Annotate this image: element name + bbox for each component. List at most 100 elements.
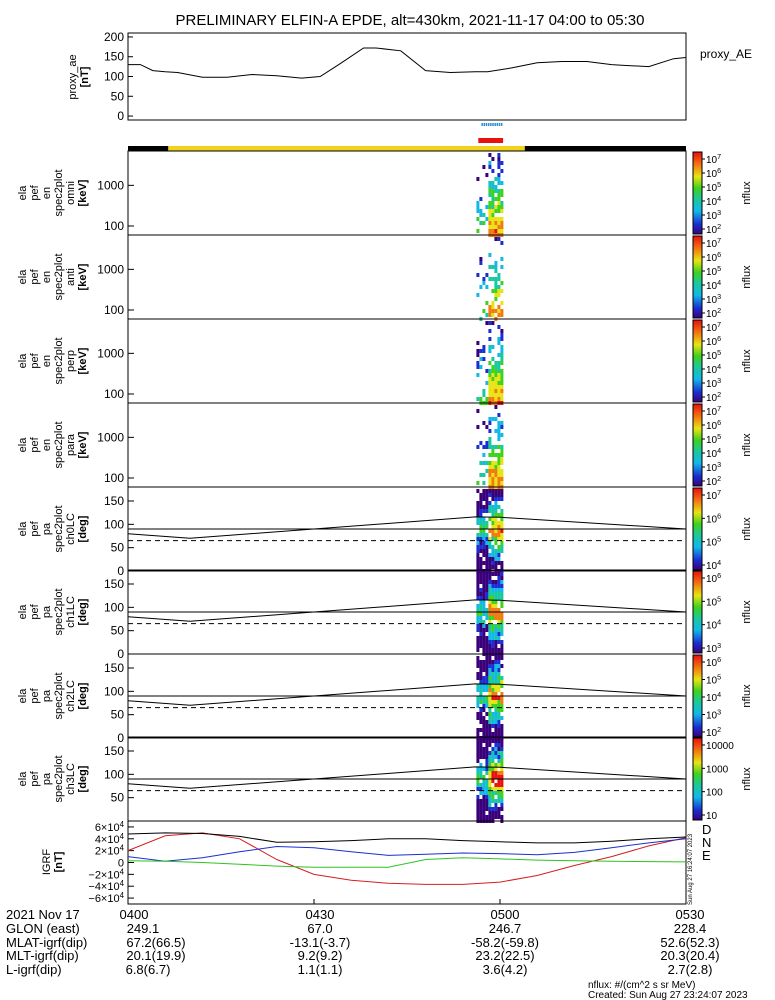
spectrogram-cell <box>485 545 489 549</box>
spectrogram-cell <box>500 289 504 293</box>
spectrogram-cell <box>479 783 483 787</box>
spectrogram-cell <box>488 656 492 660</box>
spectrogram-cell <box>491 449 495 453</box>
spectrogram-cell <box>491 616 495 620</box>
spectrogram-ylabel: pef <box>29 520 41 536</box>
igrf-line-e <box>127 857 687 868</box>
spectrogram-cell <box>479 811 483 815</box>
spectrogram-cell <box>485 441 489 445</box>
spectrogram-cell <box>488 469 492 473</box>
spectrogram-cell <box>485 612 489 616</box>
spectrogram-cell <box>500 803 504 807</box>
spectrogram-cell <box>485 648 489 652</box>
spectrogram-cell <box>482 213 486 217</box>
spectrogram-cell <box>500 692 504 696</box>
spectrogram-cell <box>500 529 504 533</box>
loss-cone-line <box>127 516 687 539</box>
spectrogram-cell <box>488 445 492 449</box>
spectrogram-cell <box>497 505 501 509</box>
spectrogram-cell <box>494 628 498 632</box>
spectrogram-cell <box>497 549 501 553</box>
spectrogram-cell <box>485 759 489 763</box>
spectrogram-cell <box>494 572 498 576</box>
spectrogram-cell <box>500 433 504 437</box>
spectrogram-cell <box>482 811 486 815</box>
spectrogram-cell <box>497 469 501 473</box>
spectrogram-cell <box>497 193 501 197</box>
spectrogram-cell <box>494 429 498 433</box>
spectrogram-cell <box>497 807 501 811</box>
spectrogram-cell <box>494 811 498 815</box>
spectrogram-cell <box>482 489 486 493</box>
spectrogram-cell <box>488 361 492 365</box>
spectrogram-cell <box>491 604 495 608</box>
tick-label: 105 <box>706 673 721 687</box>
spectrogram-cell <box>476 676 480 680</box>
spectrogram-cell <box>494 225 498 229</box>
spectrogram-cell <box>485 616 489 620</box>
spectrogram-cell <box>497 393 501 397</box>
spectrogram-cell <box>482 600 486 604</box>
spectrogram-cell <box>500 584 504 588</box>
spectrogram-cell <box>479 739 483 743</box>
spectrogram-cell <box>494 565 498 569</box>
spectrogram-cell <box>491 632 495 636</box>
spectrogram-cell <box>494 229 498 233</box>
spectrogram-cell <box>497 337 501 341</box>
spectrogram-ylabel: para <box>65 433 77 456</box>
spectrogram-cell <box>500 453 504 457</box>
spectrogram-cell <box>497 811 501 815</box>
side-stamp: Sun Aug 27 16:24:07 2023 <box>688 833 694 905</box>
spectrogram-ylabel: [deg] <box>77 515 89 542</box>
spectrogram-cell <box>494 289 498 293</box>
spectrogram-cell <box>476 811 480 815</box>
spectrogram-cell <box>500 473 504 477</box>
spectrogram-cell <box>488 369 492 373</box>
spectrogram-ylabel: pef <box>29 770 41 786</box>
spectrogram-cell <box>491 305 495 309</box>
spectrogram-cell <box>497 161 501 165</box>
spectrogram-cell <box>476 747 480 751</box>
tick-label: 105 <box>706 180 721 194</box>
spectrogram-cell <box>479 608 483 612</box>
spectrogram-cell <box>500 561 504 565</box>
spectrogram-ytick-label: 100 <box>104 219 124 233</box>
spectrogram-cell <box>500 743 504 747</box>
spectrogram-cell <box>494 381 498 385</box>
spectrogram-cell <box>476 481 480 485</box>
spectrogram-cell <box>479 692 483 696</box>
colorbar <box>692 570 703 654</box>
spectrogram-cell <box>494 365 498 369</box>
spectrogram-cell <box>488 541 492 545</box>
spectrogram-cell <box>491 739 495 743</box>
spectrogram-cell <box>485 596 489 600</box>
spectrogram-cell <box>476 712 480 716</box>
spectrogram-cell <box>500 257 504 261</box>
spectrogram-cell <box>500 771 504 775</box>
spectrogram-cell <box>500 648 504 652</box>
tick-label: 107 <box>706 404 721 418</box>
spectrogram-cell <box>491 321 495 325</box>
spectrogram-cell <box>476 704 480 708</box>
spectrogram-cell <box>494 217 498 221</box>
spectrogram-ylabel: ela <box>17 437 29 453</box>
spectrogram-cell <box>479 688 483 692</box>
spectrogram-cell <box>500 724 504 728</box>
spectrogram-cell <box>491 377 495 381</box>
spectrogram-cell <box>482 720 486 724</box>
spectrogram-cell <box>494 541 498 545</box>
orbit-row-label: MLAT-igrf(dip) <box>6 935 87 950</box>
spectrogram-ylabel: spec2plot <box>53 253 65 300</box>
spectrogram-cell <box>488 664 492 668</box>
spectrogram-cell <box>488 572 492 576</box>
spectrogram-cell <box>494 489 498 493</box>
spectrogram-cell <box>488 453 492 457</box>
spectrogram-cell <box>494 497 498 501</box>
tick-label: 107 <box>706 320 721 334</box>
spectrogram-cell <box>488 592 492 596</box>
spectrogram-cell <box>488 608 492 612</box>
spectrogram-cell <box>482 165 486 169</box>
spectrogram-cell <box>488 429 492 433</box>
tick-label: 102 <box>706 306 721 320</box>
spectrogram-cell <box>497 385 501 389</box>
